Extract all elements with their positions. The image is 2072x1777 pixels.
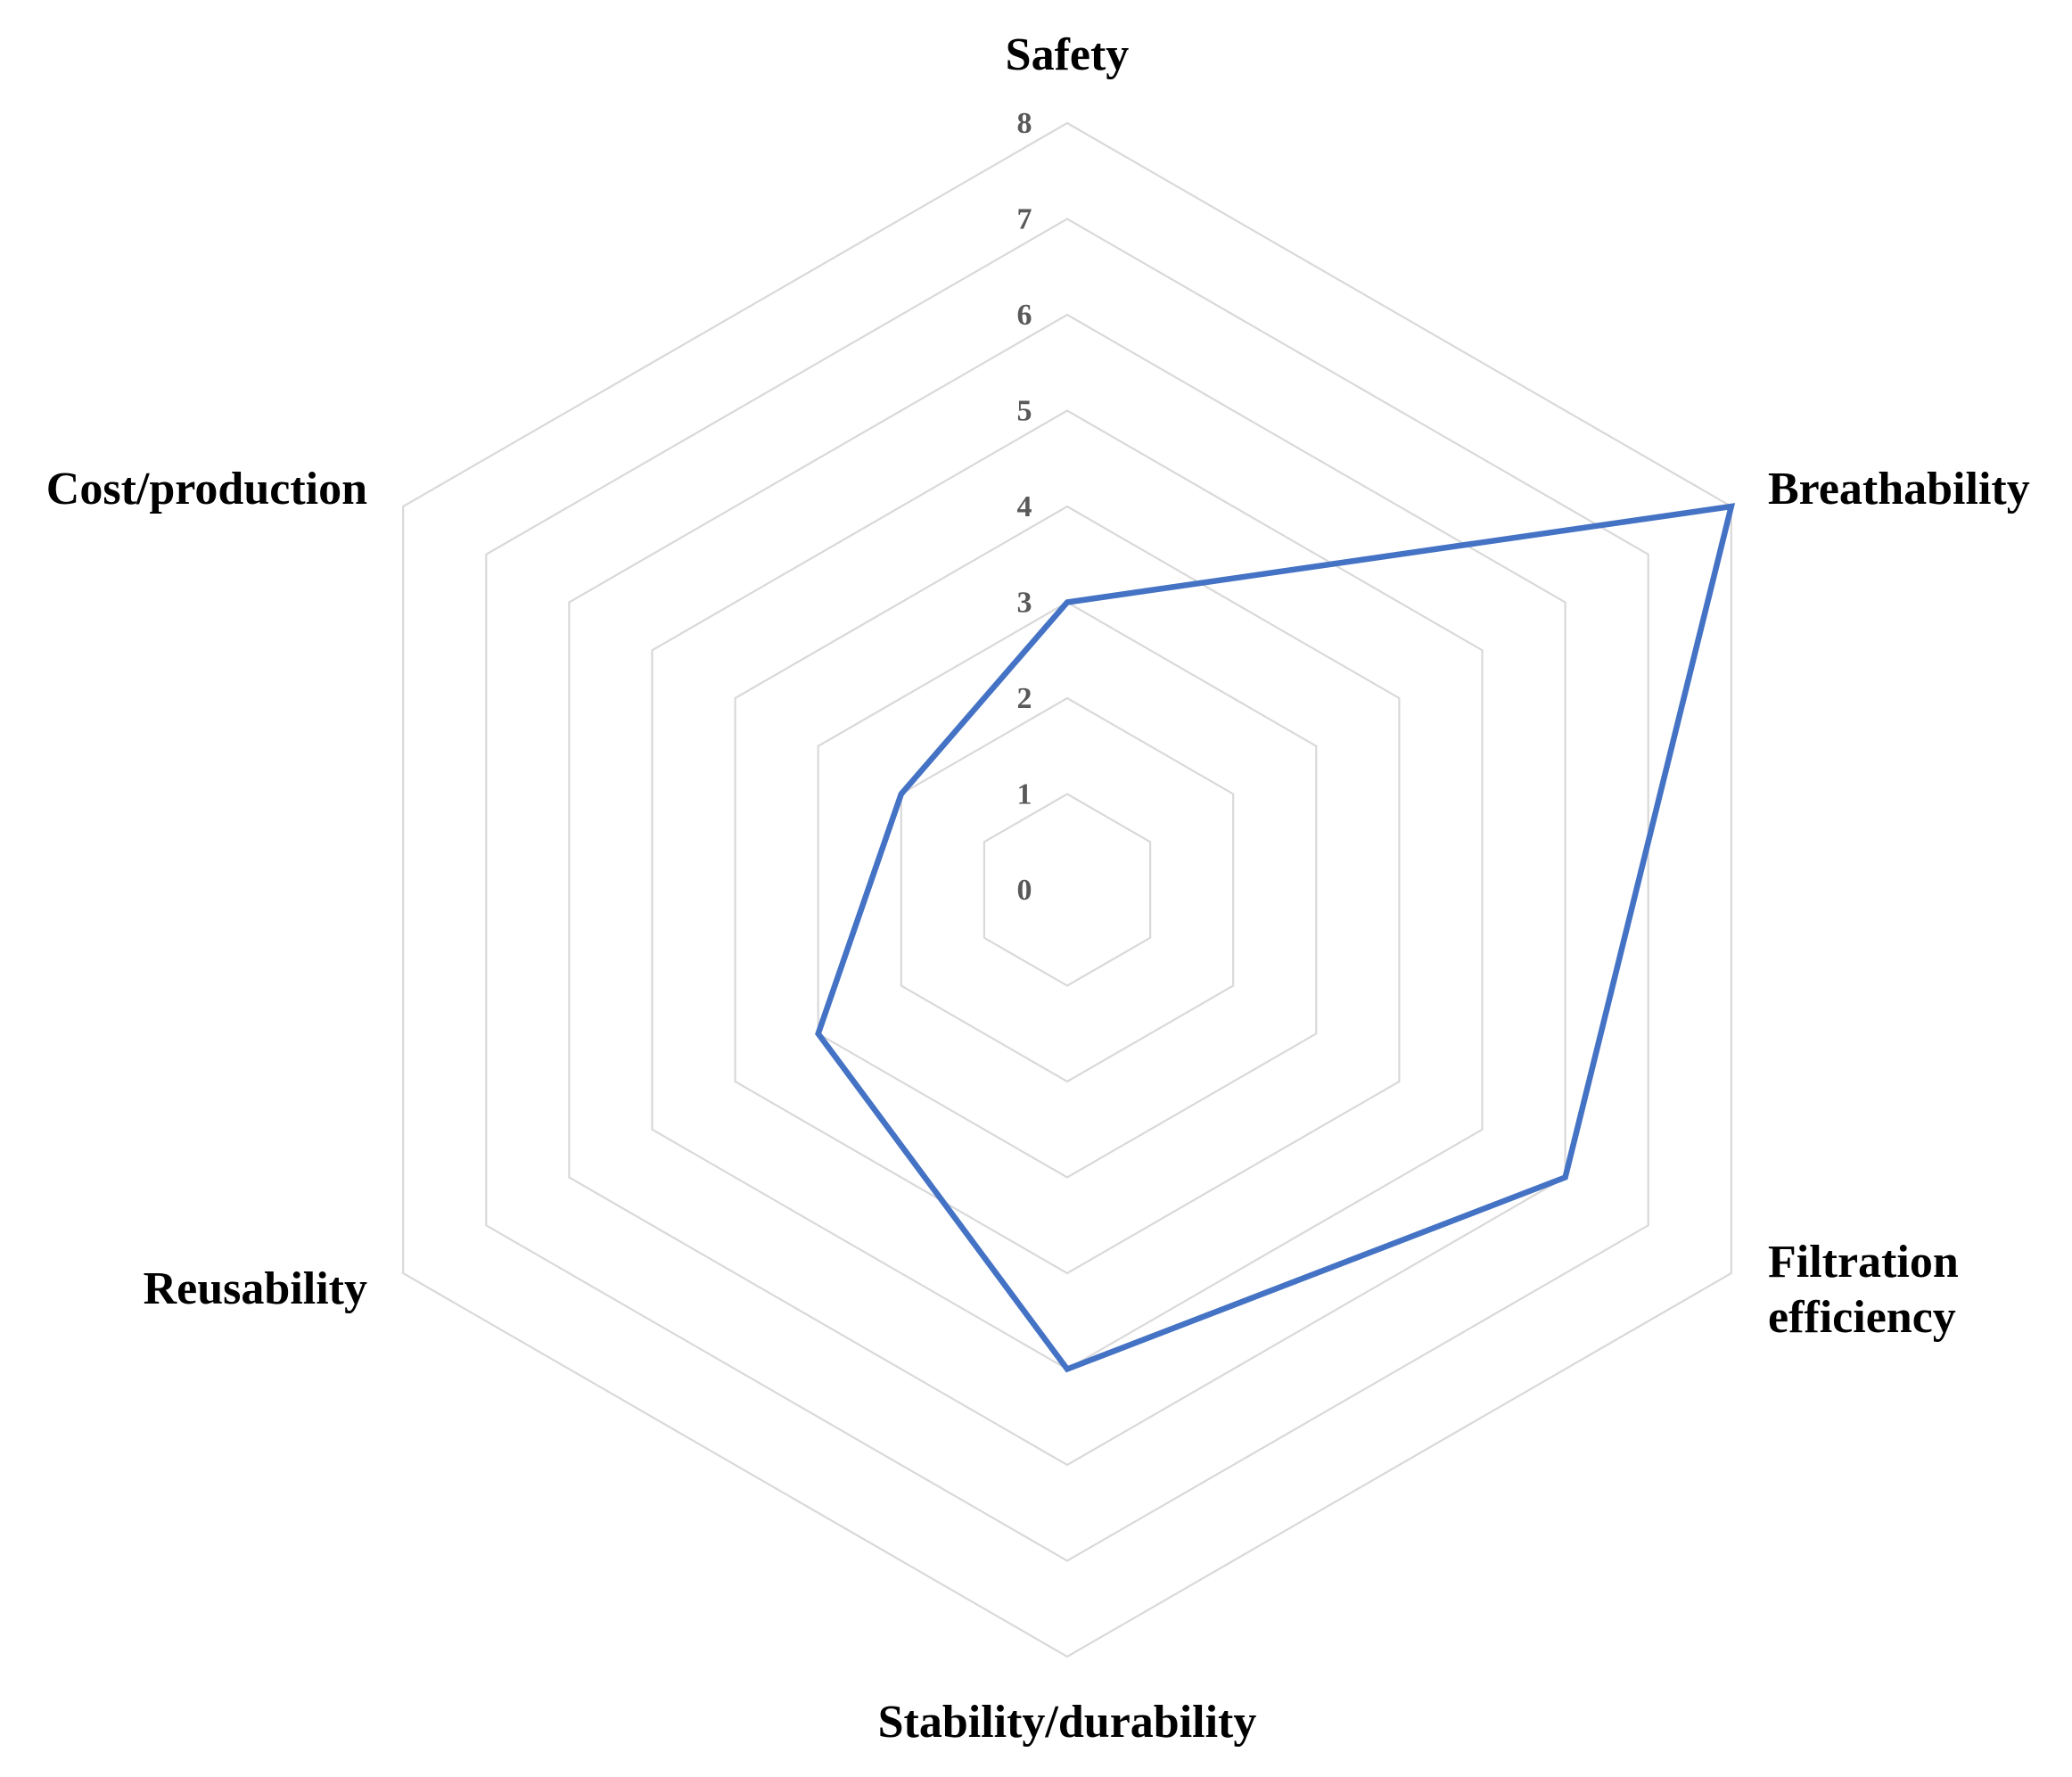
grid-ring-7 [485, 218, 1649, 1562]
tick-label-2: 2 [1017, 682, 1032, 715]
grid-ring-3 [817, 601, 1318, 1179]
tick-label-8: 8 [1017, 107, 1032, 140]
grid-ring-6 [568, 313, 1566, 1467]
axis-label-reusability: Reusability [144, 1263, 367, 1314]
axis-label-stability-durability: Stability/durability [878, 1697, 1257, 1748]
grid-ring-8 [402, 121, 1732, 1658]
grid-ring-1 [983, 793, 1152, 987]
grid-ring-2 [900, 696, 1235, 1083]
tick-label-4: 4 [1017, 490, 1032, 523]
axis-labels: Safety Breathability Filtration efficiency S… [46, 29, 2030, 1748]
series-layer [815, 503, 1736, 1373]
tick-label-7: 7 [1017, 203, 1032, 236]
grid-ring-4 [734, 505, 1401, 1275]
tick-label-5: 5 [1017, 395, 1032, 428]
tick-label-1: 1 [1017, 778, 1032, 811]
tick-label-6: 6 [1017, 299, 1032, 332]
tick-label-0: 0 [1017, 874, 1032, 907]
tick-labels: 0 1 2 3 4 5 6 7 8 [1017, 107, 1032, 907]
axis-label-safety: Safety [1006, 29, 1130, 80]
tick-label-3: 3 [1017, 587, 1032, 620]
axis-label-cost-production: Cost/production [46, 464, 367, 514]
axis-label-breathability: Breathability [1768, 464, 2030, 514]
series-line-1 [815, 503, 1736, 1373]
grid-ring-5 [651, 409, 1484, 1370]
axis-label-filtration-efficiency: Filtration efficiency [1768, 1237, 1959, 1343]
grid-layer [402, 121, 1732, 1658]
